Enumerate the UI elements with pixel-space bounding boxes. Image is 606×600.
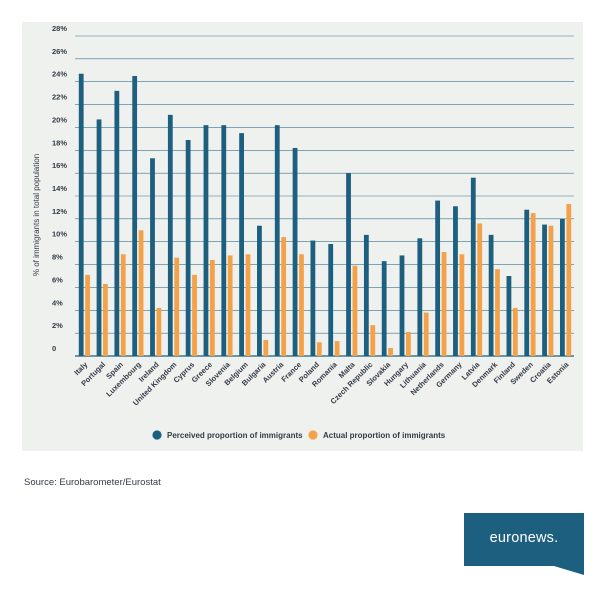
- bar-perceived-germany: [453, 206, 458, 356]
- bar-actual-ireland: [156, 308, 162, 356]
- bar-actual-portugal: [103, 284, 108, 356]
- bar-actual-slovenia: [227, 255, 233, 356]
- y-tick-label: 24%: [52, 70, 67, 79]
- bar-perceived-austria: [274, 125, 280, 357]
- bar-perceived-portugal: [96, 119, 102, 356]
- euronews-logo: [464, 513, 584, 575]
- bar-perceived-italy: [78, 73, 84, 356]
- y-axis-label: % of immigrants in total population: [32, 154, 41, 276]
- bar-actual-czech-republic: [370, 325, 376, 356]
- y-tick-label: 12%: [52, 207, 67, 216]
- legend-label-perceived: Perceived proportion of immigrants: [167, 431, 303, 440]
- bar-perceived-malta: [346, 173, 351, 356]
- bar-actual-finland: [512, 308, 518, 356]
- bar-perceived-hungary: [399, 255, 405, 356]
- legend: Perceived proportion of immigrants Actua…: [152, 430, 446, 440]
- gridlines: [75, 35, 574, 357]
- y-tick-label: 2%: [52, 321, 63, 330]
- bar-actual-denmark: [495, 269, 500, 356]
- y-tick-label: 10%: [52, 230, 67, 239]
- bar-actual-hungary: [405, 332, 411, 356]
- logo-text-wrap: euronews.: [464, 513, 584, 575]
- y-tick-label: 14%: [52, 184, 67, 193]
- logo-background: [464, 513, 584, 575]
- bar-perceived-belgium: [239, 133, 245, 356]
- bar-perceived-sweden: [524, 209, 530, 356]
- y-tick-label: 16%: [52, 161, 67, 170]
- bar-perceived-luxembourg: [132, 76, 138, 356]
- bar-perceived-spain: [114, 90, 120, 356]
- bar-perceived-croatia: [542, 224, 547, 356]
- bar-actual-cyprus: [192, 274, 197, 356]
- legend-swatch-perceived: [152, 430, 162, 440]
- bar-actual-netherlands: [441, 252, 447, 356]
- bar-perceived-lithuania: [417, 238, 423, 356]
- bar-actual-estonia: [566, 204, 572, 356]
- source-note: Source: Eurobarometer/Eurostat: [24, 477, 161, 488]
- bar-actual-sweden: [530, 213, 536, 356]
- logo-text: euronews.: [489, 530, 559, 546]
- bar-actual-lithuania: [423, 312, 429, 356]
- y-tick-label: 22%: [52, 93, 67, 102]
- y-axis-ticks: 0 2% 4% 6% 8% 10% 12% 14% 16% 18% 20% 22% 24% 26% 28%: [52, 24, 67, 353]
- bar-actual-germany: [459, 254, 465, 356]
- bar-perceived-netherlands: [435, 200, 441, 356]
- bar-actual-poland: [316, 342, 322, 356]
- bar-actual-spain: [120, 254, 126, 356]
- bar-actual-italy: [85, 274, 91, 356]
- bar-perceived-czech-republic: [363, 234, 369, 356]
- bar-actual-slovakia: [388, 348, 393, 356]
- bar-actual-france: [299, 254, 304, 356]
- y-tick-label: 6%: [52, 275, 63, 284]
- y-tick-label: 18%: [52, 138, 67, 147]
- bar-perceived-denmark: [488, 234, 494, 356]
- bar-actual-croatia: [548, 225, 554, 356]
- bar-perceived-france: [292, 148, 298, 356]
- y-tick-label: 4%: [52, 298, 63, 307]
- bar-perceived-bulgaria: [257, 225, 262, 356]
- y-tick-label: 8%: [52, 253, 63, 262]
- bar-perceived-finland: [506, 276, 512, 356]
- x-axis-categories: ItalyPortugalSpainLuxembourgIrelandUnite…: [72, 359, 571, 407]
- bar-actual-romania: [334, 341, 340, 356]
- bar-actual-luxembourg: [138, 230, 144, 356]
- y-tick-label: 26%: [52, 47, 67, 56]
- bar-perceived-romania: [328, 244, 334, 356]
- bar-actual-bulgaria: [263, 340, 269, 356]
- chart-panel: 0 2% 4% 6% 8% 10% 12% 14% 16% 18% 20% 22% 24% 26% 28% …: [22, 22, 583, 451]
- bar-actual-belgium: [245, 254, 251, 356]
- bars: [78, 73, 572, 357]
- bar-actual-latvia: [477, 223, 483, 356]
- bar-actual-malta: [352, 265, 358, 356]
- bar-perceived-united-kingdom: [167, 114, 173, 356]
- bar-perceived-slovenia: [221, 125, 227, 357]
- bar-perceived-ireland: [150, 158, 155, 356]
- bar-perceived-latvia: [470, 177, 476, 356]
- bar-actual-united-kingdom: [174, 257, 180, 356]
- bar-actual-greece: [209, 260, 215, 356]
- legend-swatch-actual: [308, 430, 318, 440]
- bar-perceived-estonia: [559, 218, 565, 356]
- y-tick-label: 0: [52, 344, 56, 353]
- y-tick-label: 28%: [52, 24, 67, 33]
- chart: 02%4%6%8%10%12%14%16%18%20%22%24%26%28% …: [32, 24, 574, 440]
- y-tick-label: 20%: [52, 115, 67, 124]
- legend-label-actual: Actual proportion of immigrants: [323, 431, 446, 440]
- bar-perceived-cyprus: [185, 140, 191, 356]
- bar-perceived-slovakia: [381, 261, 387, 356]
- bar-perceived-greece: [203, 125, 209, 357]
- bar-actual-austria: [281, 237, 287, 356]
- bar-perceived-poland: [310, 240, 316, 356]
